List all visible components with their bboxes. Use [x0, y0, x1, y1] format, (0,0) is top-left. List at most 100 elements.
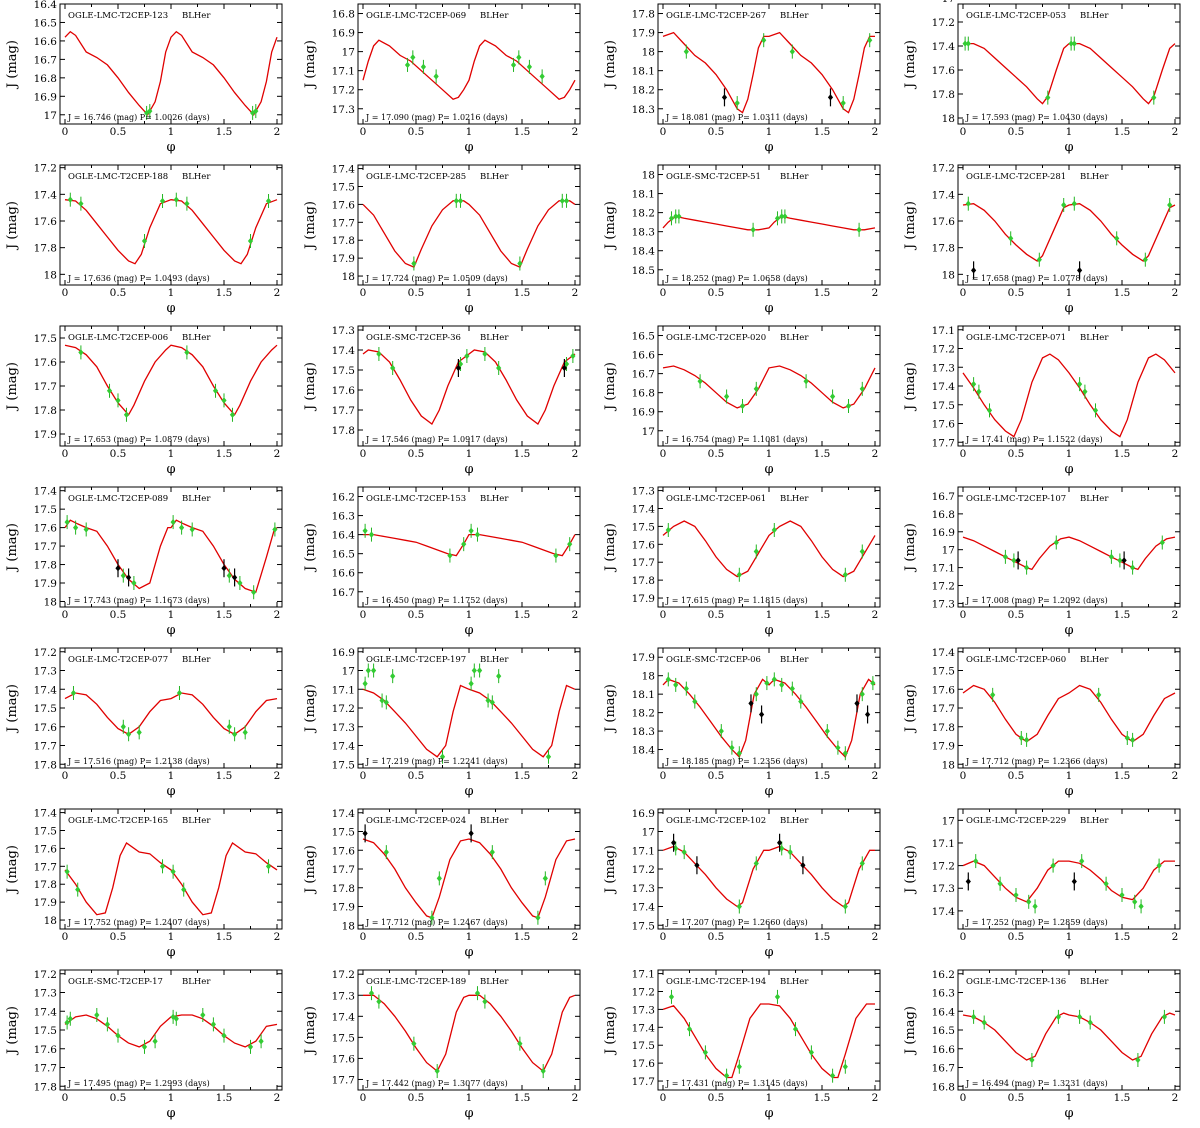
variable-class: BLHer: [1080, 494, 1109, 504]
variable-class: BLHer: [1080, 11, 1109, 21]
star-name: OGLE-LMC-T2CEP-194: [666, 977, 766, 987]
y-tick-label: 17.9: [34, 429, 57, 441]
black-data-point: [694, 862, 700, 869]
green-data-point: [1087, 1019, 1093, 1026]
x-tick-label: 1: [1066, 609, 1073, 621]
green-data-point: [226, 572, 232, 579]
green-data-point: [842, 750, 848, 757]
green-data-point: [1026, 898, 1032, 906]
green-data-point: [736, 750, 742, 757]
y-axis-label: J (mag): [5, 40, 20, 90]
plot-frame: [657, 3, 881, 125]
variable-class: BLHer: [780, 333, 809, 343]
green-data-point: [232, 731, 238, 738]
black-data-point: [827, 94, 834, 101]
green-data-point: [253, 107, 259, 115]
y-tick-label: 18.1: [632, 689, 655, 701]
green-data-point: [144, 109, 150, 117]
green-data-point: [692, 698, 698, 705]
green-data-point: [1130, 736, 1136, 744]
y-tick-label: 17.8: [34, 879, 57, 891]
model-curve: [962, 353, 1176, 438]
green-data-point: [789, 685, 795, 692]
model-curve: [362, 349, 576, 425]
x-tick-label: 2: [274, 609, 281, 621]
green-data-point: [1071, 40, 1077, 47]
x-tick-label: 1: [168, 448, 175, 460]
y-axis-label: J (mag): [5, 201, 20, 251]
mean-mag-period-info: J = 17.431 (mag) P= 1.3145 (days): [665, 1079, 808, 1088]
y-axis-label: J (mag): [303, 362, 318, 412]
green-data-point: [159, 863, 166, 870]
y-tick-label: 18.4: [632, 246, 656, 258]
green-data-point: [147, 107, 153, 115]
y-tick-label: 16.9: [34, 91, 57, 103]
green-data-point: [1029, 1056, 1035, 1064]
y-tick-label: 17.8: [932, 243, 955, 255]
y-tick-label: 17.7: [34, 381, 57, 393]
x-axis-label: φ: [1064, 301, 1073, 316]
y-tick-label: 16.9: [632, 808, 655, 820]
mean-mag-period-info: J = 18.185 (mag) P= 1.2356 (days): [665, 757, 808, 766]
green-data-point: [376, 350, 382, 358]
green-data-point: [173, 196, 179, 203]
green-data-point: [376, 998, 382, 1005]
y-tick-label: 17.8: [332, 425, 355, 437]
y-tick-label: 17.7: [332, 1074, 355, 1086]
y-tick-label: 17.4: [34, 684, 58, 696]
x-tick-label: 0: [62, 931, 69, 943]
green-data-point: [1138, 903, 1144, 910]
x-tick-label: 0: [660, 448, 667, 460]
black-data-point: [362, 830, 368, 837]
green-data-point: [420, 63, 427, 71]
y-tick-label: 17.5: [632, 1040, 655, 1052]
mean-mag-period-info: J = 17.743 (mag) P= 1.1673 (days): [67, 596, 210, 605]
mean-mag-period-info: J = 17.207 (mag) P= 1.2660 (days): [665, 918, 808, 927]
x-tick-label: 2: [572, 126, 579, 138]
plot-frame: [657, 969, 881, 1091]
y-tick-label: 17.4: [34, 808, 58, 820]
light-curve-panel: 0 0.5 1 1.5 2 17 17.1 17.2 17.3 17.4 φ J (mag) OGLE-…: [903, 808, 1181, 960]
y-tick-label: 18: [642, 47, 655, 59]
y-tick-label: 16.8: [932, 509, 955, 521]
y-tick-label: 17.6: [332, 1053, 356, 1065]
green-data-point: [106, 387, 113, 394]
black-data-point: [671, 839, 677, 846]
green-data-point: [474, 989, 481, 997]
y-tick-label: 17.3: [632, 883, 655, 895]
green-data-point: [242, 729, 248, 736]
green-data-point: [753, 548, 759, 555]
x-tick-label: 1.5: [216, 770, 233, 782]
model-curve: [64, 30, 278, 116]
x-tick-label: 0.5: [1008, 931, 1025, 943]
plot-frame: [657, 325, 881, 447]
y-axis-label: J (mag): [5, 1006, 20, 1056]
plot-frame: [59, 486, 283, 608]
plot-frame: [59, 164, 283, 286]
x-tick-label: 1: [1066, 448, 1073, 460]
y-tick-label: 17.7: [332, 405, 355, 417]
y-tick-label: 16.4: [932, 1006, 956, 1018]
y-tick-label: 16.6: [34, 36, 58, 48]
y-axis-label: J (mag): [903, 845, 918, 895]
y-tick-label: 17.7: [632, 557, 655, 569]
mean-mag-period-info: J = 17.658 (mag) P= 1.0778 (days): [965, 274, 1108, 283]
y-tick-label: 17.4: [932, 381, 956, 393]
plot-frame: [957, 486, 1181, 608]
x-tick-label: 0: [660, 770, 667, 782]
plot-frame: [657, 486, 881, 608]
x-tick-label: 1: [766, 126, 773, 138]
plot-frame: [357, 3, 581, 125]
green-data-point: [965, 200, 971, 207]
green-data-point: [120, 723, 126, 730]
green-data-point: [971, 380, 977, 388]
green-data-point: [842, 903, 848, 910]
y-tick-label: 17.6: [34, 1044, 58, 1056]
green-data-point: [1135, 1056, 1141, 1064]
y-tick-label: 16.9: [332, 28, 355, 40]
green-data-point: [1050, 862, 1056, 869]
mean-mag-period-info: J = 16.494 (mag) P= 1.3231 (days): [965, 1079, 1108, 1088]
green-data-point: [1077, 380, 1083, 388]
variable-class: BLHer: [480, 11, 509, 21]
